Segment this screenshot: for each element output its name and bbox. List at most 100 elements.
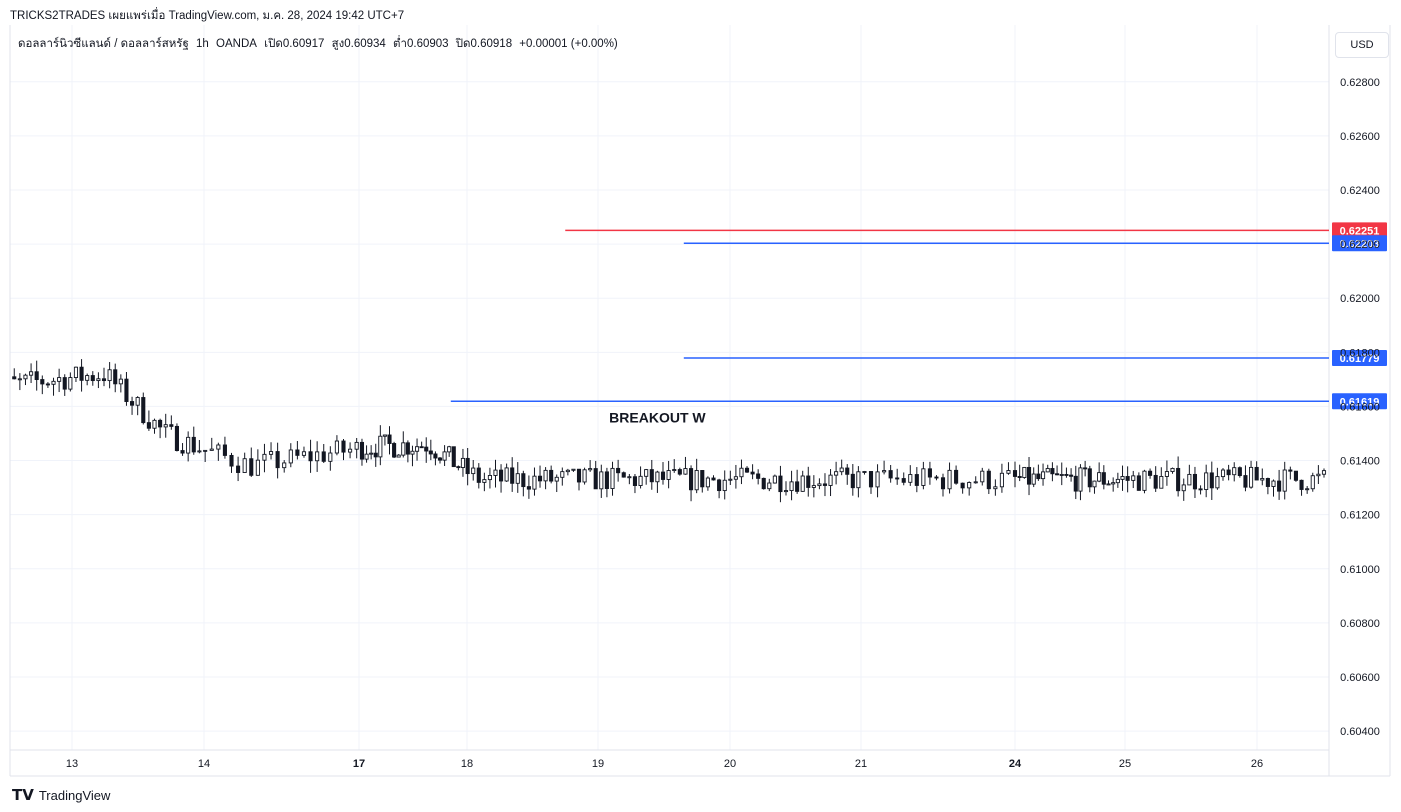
candle-body — [113, 369, 118, 385]
candle-body — [1316, 473, 1321, 477]
candle — [471, 459, 476, 481]
candle — [728, 470, 733, 485]
candle — [1153, 466, 1158, 492]
candle — [378, 425, 383, 466]
candle-body — [993, 486, 998, 490]
candle — [744, 466, 750, 473]
candle — [683, 456, 688, 475]
currency-button[interactable]: USD — [1335, 32, 1389, 58]
price-tick-label: 0.61600 — [1340, 401, 1380, 413]
candle — [722, 470, 727, 500]
candle-body — [1022, 466, 1027, 478]
candle-body — [96, 378, 101, 382]
candle-body — [1271, 480, 1276, 487]
candle — [1055, 465, 1060, 476]
candle — [1083, 460, 1088, 477]
candle-series — [12, 359, 1327, 503]
candle-body — [694, 470, 699, 491]
candle-body — [772, 475, 777, 484]
candle — [456, 465, 461, 471]
candle — [973, 476, 978, 484]
candle-body — [795, 481, 800, 492]
candle-body — [1148, 470, 1153, 476]
candle — [222, 436, 227, 459]
candle-body — [967, 482, 972, 489]
candle-body — [868, 471, 874, 488]
candle-body — [158, 419, 163, 428]
candle — [888, 464, 893, 483]
candle — [113, 363, 118, 393]
price-tick-label: 0.61800 — [1340, 347, 1380, 359]
candle-body — [705, 477, 710, 488]
candle — [101, 367, 107, 387]
candle — [666, 460, 671, 489]
candle-body — [1237, 467, 1242, 477]
candle — [927, 461, 932, 485]
candle — [1159, 467, 1164, 489]
candle — [1131, 470, 1136, 489]
candle — [186, 431, 191, 462]
candle-body — [960, 482, 965, 489]
candle — [532, 467, 537, 496]
candle-body — [850, 473, 855, 489]
candle-body — [262, 453, 267, 461]
candle — [118, 374, 123, 393]
candle-body — [1254, 466, 1259, 481]
candle-body — [447, 446, 452, 453]
candle — [364, 445, 369, 463]
candle-body — [756, 473, 761, 479]
candle — [554, 474, 559, 493]
time-tick-label: 18 — [461, 758, 473, 770]
candle — [424, 437, 429, 463]
footer[interactable]: 𝗧𝗩 TradingView — [12, 786, 110, 804]
candle-body — [282, 462, 287, 469]
candle-body — [118, 378, 123, 385]
candle — [1101, 465, 1106, 490]
candle-body — [493, 469, 498, 476]
candle-body — [980, 470, 985, 483]
chart-grid — [10, 25, 1329, 750]
candle-body — [862, 471, 867, 473]
candle — [341, 439, 346, 461]
candle — [811, 475, 816, 498]
candle — [908, 465, 913, 486]
candle — [834, 461, 839, 485]
breakout-annotation: BREAKOUT W — [609, 410, 706, 426]
time-axis: 13 14 17 18 19 20 21 24 25 26 — [66, 758, 1263, 770]
candle-body — [1120, 476, 1125, 480]
candle-body — [1131, 475, 1136, 481]
interval-label[interactable]: 1h — [196, 38, 209, 50]
candle-body — [711, 477, 716, 481]
candle-body — [1159, 475, 1164, 489]
candle-body — [914, 474, 919, 486]
candle — [476, 463, 481, 489]
candle-body — [1006, 470, 1011, 474]
candle — [901, 472, 906, 486]
candle — [1305, 486, 1310, 494]
candle-body — [739, 467, 744, 478]
publisher-line: TRICKS2TRADES เผยแพร่เมื่อ TradingView.c… — [10, 10, 405, 22]
candle — [717, 478, 722, 499]
candle-body — [433, 453, 438, 459]
candle-body — [934, 476, 939, 479]
candle-body — [364, 453, 369, 460]
level-price-tag — [1332, 350, 1387, 367]
candle-body — [560, 471, 565, 478]
candle-body — [359, 441, 365, 460]
candle-body — [442, 451, 447, 461]
candle-body — [428, 450, 433, 455]
candle-body — [451, 446, 456, 468]
open-value: เปิด0.60917 — [264, 38, 325, 50]
symbol-name[interactable]: ดอลลาร์นิวซีแลนด์ / ดอลลาร์สหรัฐ — [18, 38, 189, 50]
candle — [1316, 465, 1321, 485]
candle-body — [1288, 469, 1293, 472]
candle-body — [927, 468, 932, 478]
level-price-tag — [1332, 222, 1387, 239]
candle-body — [73, 366, 79, 378]
candle — [1226, 464, 1231, 481]
candle — [1017, 464, 1022, 482]
candle-body — [655, 471, 660, 483]
candle — [174, 423, 179, 452]
candle-body — [191, 436, 196, 453]
